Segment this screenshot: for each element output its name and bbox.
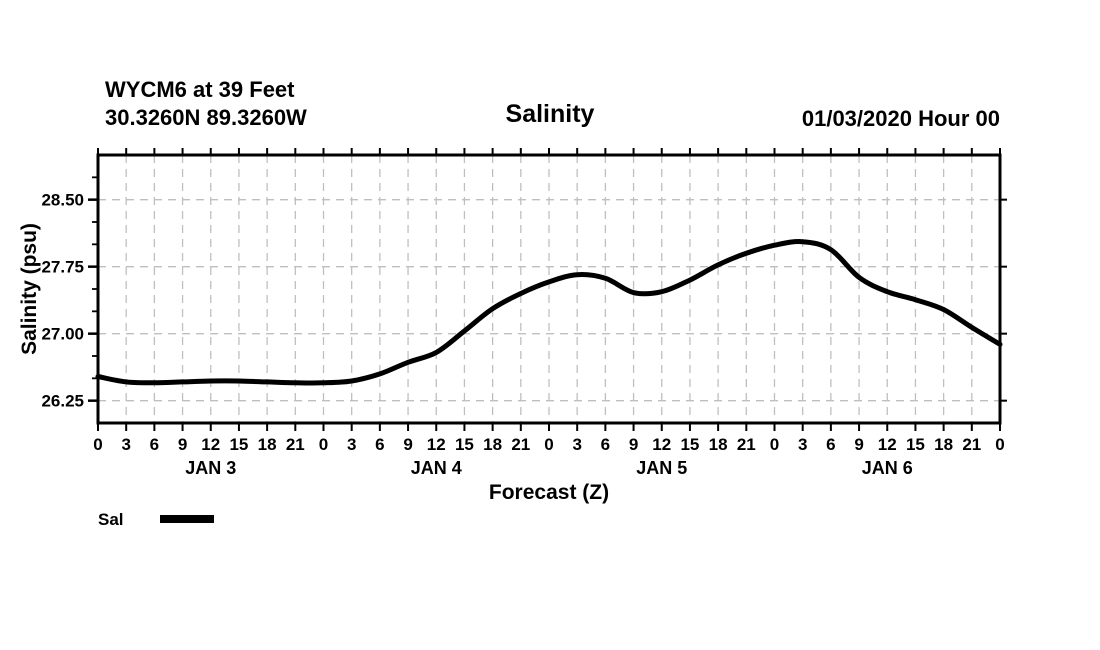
salinity-series-line (95, 239, 1003, 386)
x-tick-label: 18 (483, 435, 502, 454)
x-tick-label: 0 (770, 435, 779, 454)
x-tick-label: 9 (178, 435, 187, 454)
x-tick-label: 9 (403, 435, 412, 454)
station-coordinates: 30.3260N 89.3260W (105, 105, 307, 130)
x-tick-label: 0 (93, 435, 102, 454)
x-tick-label: 21 (511, 435, 530, 454)
x-tick-label: 18 (709, 435, 728, 454)
x-tick-label: 15 (906, 435, 925, 454)
y-tick-label: 27.00 (41, 325, 84, 344)
x-tick-label: 18 (934, 435, 953, 454)
x-axis-title: Forecast (Z) (488, 481, 610, 504)
chart-title: Salinity (505, 100, 595, 128)
x-tick-label: 15 (455, 435, 474, 454)
x-tick-label: 12 (652, 435, 671, 454)
x-tick-label: 6 (375, 435, 384, 454)
x-tick-label: 6 (150, 435, 159, 454)
station-id: WYCM6 at 39 Feet (105, 77, 295, 102)
x-tick-label: 15 (680, 435, 699, 454)
day-label: JAN 3 (185, 458, 236, 478)
x-tick-label: 21 (737, 435, 756, 454)
x-tick-label: 18 (258, 435, 277, 454)
x-tick-label: 9 (629, 435, 638, 454)
x-tick-label: 3 (572, 435, 581, 454)
x-tick-label: 21 (962, 435, 981, 454)
x-tick-label: 0 (995, 435, 1004, 454)
x-tick-label: 15 (229, 435, 248, 454)
y-tick-label: 27.75 (41, 258, 84, 277)
model-run-datetime: 01/03/2020 Hour 00 (801, 106, 1000, 131)
day-label: JAN 6 (862, 458, 913, 478)
legend-label: Sal (98, 510, 124, 529)
x-tick-label: 6 (826, 435, 835, 454)
x-tick-label: 3 (347, 435, 356, 454)
x-tick-label: 0 (544, 435, 553, 454)
x-tick-label: 12 (878, 435, 897, 454)
x-tick-label: 12 (427, 435, 446, 454)
x-tick-label: 3 (121, 435, 130, 454)
x-tick-label: 6 (601, 435, 610, 454)
legend-line-swatch (160, 515, 214, 523)
day-label: JAN 4 (411, 458, 462, 478)
x-tick-label: 0 (319, 435, 328, 454)
y-tick-label: 28.50 (41, 191, 84, 210)
x-tick-label: 21 (286, 435, 305, 454)
x-tick-label: 3 (798, 435, 807, 454)
x-tick-label: 9 (854, 435, 863, 454)
x-tick-label: 12 (201, 435, 220, 454)
y-tick-label: 26.25 (41, 392, 84, 411)
day-label: JAN 5 (636, 458, 687, 478)
y-axis-title: Salinity (psu) (17, 223, 41, 355)
